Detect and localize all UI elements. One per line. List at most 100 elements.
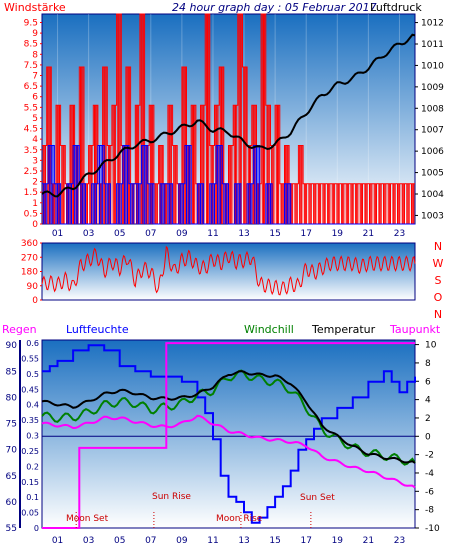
wind-y-tick: 9: [32, 29, 38, 39]
regen-y-tick: 0.5: [26, 370, 39, 379]
wind-y-tick: 0.5: [24, 209, 38, 219]
humidity-label: Luftfeuchte: [66, 323, 129, 336]
regen-y-tick: 0.4: [26, 401, 39, 410]
windchill-label: Windchill: [244, 323, 294, 336]
wind-y-tick: 8: [32, 50, 38, 60]
humidity-y-tick: 80: [6, 393, 18, 403]
regen-y-tick: 0.6: [26, 339, 39, 348]
temp-y-tick: -10: [425, 524, 440, 534]
temp-x-tick: 19: [332, 536, 344, 546]
compass-label: W: [433, 257, 444, 270]
wind-y-tick: 4.5: [24, 125, 38, 135]
regen-y-tick: 0.35: [21, 416, 39, 425]
wind-y-tick: 4: [32, 135, 38, 145]
wind-y-tick: 1: [32, 199, 38, 209]
temp-y-tick: -6: [425, 487, 434, 497]
wind-x-tick: 07: [145, 229, 156, 239]
wind-y-tick: 1.5: [24, 188, 38, 198]
wind-x-tick: 17: [300, 229, 311, 239]
wind-x-tick: 15: [269, 229, 280, 239]
wind-x-tick: 23: [394, 229, 405, 239]
regen-y-tick: 0.45: [21, 385, 39, 394]
graph-title: 24 hour graph day : 05 Februar 2017: [172, 1, 377, 14]
wind-y-tick: 5.5: [24, 103, 38, 113]
regen-y-tick: 0.25: [21, 447, 39, 456]
wind-y-tick: 6.5: [24, 82, 38, 92]
series-black-temp: [41, 370, 416, 464]
regen-y-tick: 0.15: [21, 478, 39, 487]
temp-x-tick: 17: [300, 536, 311, 546]
pressure-y-tick: 1010: [421, 61, 444, 71]
series-blue-humidity: [42, 344, 416, 524]
compass-label: S: [435, 274, 442, 287]
regen-y-tick: 0.55: [21, 354, 39, 363]
wind-y-tick: 3: [32, 156, 38, 166]
moon-rise-label: Moon Rise: [216, 514, 263, 524]
temp-y-tick: -8: [425, 506, 434, 516]
direction-y-tick: 180: [21, 268, 38, 278]
temp-y-tick: 10: [425, 341, 437, 351]
wind-y-tick: 2.5: [24, 167, 38, 177]
wind-x-tick: 01: [52, 229, 63, 239]
temp-x-tick: 11: [207, 536, 218, 546]
pressure-y-tick: 1006: [421, 147, 444, 157]
wind-y-tick: 3.5: [24, 146, 38, 156]
temp-x-tick: 01: [52, 536, 63, 546]
wind-y-tick: 9.5: [24, 18, 38, 28]
wind-x-tick: 03: [83, 229, 94, 239]
sun-set-label: Sun Set: [300, 493, 335, 503]
temp-panel-bg: [42, 340, 415, 528]
temp-y-tick: 6: [425, 377, 431, 387]
temp-x-tick: 03: [83, 536, 94, 546]
pressure-label: Luftdruck: [370, 1, 422, 14]
temp-y-tick: 4: [425, 396, 431, 406]
wind-pressure-chart: 01 03 05 07 09 11 13 15 17 19 21 23 00.511.522.533.5…: [24, 13, 444, 239]
wind-y-tick: 5: [32, 114, 38, 124]
temp-y-tick: -4: [425, 469, 434, 479]
temp-y-tick: 8: [425, 359, 431, 369]
compass-label: N: [434, 308, 442, 321]
series-blue-line: [42, 145, 415, 225]
temp-x-tick: 07: [145, 536, 156, 546]
pressure-y-tick: 1011: [421, 40, 444, 50]
direction-y-tick: 360: [21, 239, 38, 249]
humidity-y-tick: 85: [6, 367, 17, 377]
humidity-temperature-chart: 01 03 05 07 09 11 13 15 17 19 21 235560657075808590…: [6, 339, 440, 546]
dewpoint-label: Taupunkt: [389, 323, 441, 336]
humidity-y-tick: 60: [6, 498, 18, 508]
series-magenta-temp: [41, 414, 416, 489]
humidity-y-tick: 55: [6, 524, 17, 534]
pressure-y-tick: 1004: [421, 190, 444, 200]
temp-x-tick: 21: [363, 536, 374, 546]
temp-x-tick: 23: [394, 536, 405, 546]
temp-x-tick: 05: [114, 536, 125, 546]
wind-y-tick: 0: [32, 220, 38, 230]
wind-y-tick: 2: [32, 178, 38, 188]
temp-y-tick: 2: [425, 414, 431, 424]
wind-x-tick: 09: [176, 229, 188, 239]
direction-y-tick: 270: [21, 253, 38, 263]
wind-x-tick: 13: [238, 229, 249, 239]
compass-label: O: [434, 291, 443, 304]
regen-y-tick: 0.05: [21, 509, 39, 518]
temp-y-tick: -2: [425, 451, 434, 461]
wind-y-tick: 7: [32, 72, 38, 82]
humidity-y-tick: 65: [6, 472, 17, 482]
wind-label: Windstärke: [4, 1, 66, 14]
humidity-y-tick: 90: [6, 341, 18, 351]
direction-line: [41, 245, 416, 296]
humidity-y-tick: 70: [6, 446, 18, 456]
wind-x-tick: 05: [114, 229, 125, 239]
pressure-y-tick: 1005: [421, 169, 444, 179]
regen-y-tick: 0.1: [26, 493, 39, 502]
wind-y-tick: 6: [32, 93, 38, 103]
direction-y-tick: 90: [27, 282, 39, 292]
direction-y-tick: 0: [32, 296, 38, 306]
wind-y-tick: 8.5: [24, 40, 38, 50]
pressure-y-tick: 1003: [421, 211, 444, 221]
regen-y-tick: 0.3: [26, 432, 39, 441]
temperature-label: Temperatur: [311, 323, 376, 336]
